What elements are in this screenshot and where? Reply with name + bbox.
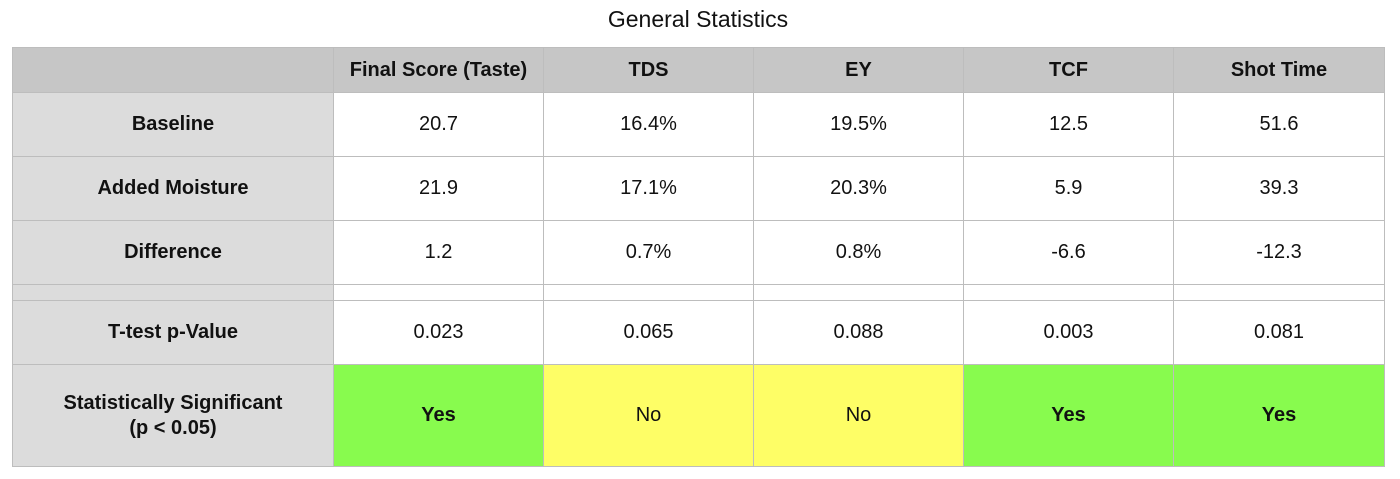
table-cell: 16.4%	[543, 92, 754, 157]
column-header-shot-time: Shot Time	[1173, 47, 1385, 93]
table-cell: 1.2	[333, 220, 544, 285]
row-header-baseline: Baseline	[12, 92, 334, 157]
table-cell: 17.1%	[543, 156, 754, 221]
row-header-added-moisture: Added Moisture	[12, 156, 334, 221]
table-row-difference: Difference 1.2 0.7% 0.8% -6.6 -12.3	[12, 220, 1385, 285]
table-row-significance: Statistically Significant (p < 0.05) Yes…	[12, 364, 1385, 467]
table-cell	[333, 284, 544, 301]
table-cell: 0.065	[543, 300, 754, 365]
table-row-t-test: T-test p-Value 0.023 0.065 0.088 0.003 0…	[12, 300, 1385, 365]
table-title: General Statistics	[607, 6, 789, 32]
table-row-baseline: Baseline 20.7 16.4% 19.5% 12.5 51.6	[12, 92, 1385, 157]
significance-cell: Yes	[963, 364, 1174, 467]
significance-cell: Yes	[1173, 364, 1385, 467]
significance-cell: No	[753, 364, 964, 467]
corner-cell	[12, 47, 334, 93]
row-header-t-test: T-test p-Value	[12, 300, 334, 365]
table-row-spacer	[12, 284, 1385, 301]
table-cell: 39.3	[1173, 156, 1385, 221]
significance-label: Statistically Significant	[63, 391, 283, 414]
table-cell: 0.7%	[543, 220, 754, 285]
table-cell: -12.3	[1173, 220, 1385, 285]
table-cell	[963, 284, 1174, 301]
table-cell: 0.003	[963, 300, 1174, 365]
column-header-tds: TDS	[543, 47, 754, 93]
table-cell: 21.9	[333, 156, 544, 221]
table-cell: 0.023	[333, 300, 544, 365]
column-header-final-score: Final Score (Taste)	[333, 47, 544, 93]
statistics-table: Final Score (Taste) TDS EY TCF Shot Time…	[12, 47, 1385, 467]
column-header-ey: EY	[753, 47, 964, 93]
row-header-significance: Statistically Significant (p < 0.05)	[12, 364, 334, 467]
significance-cell: Yes	[333, 364, 544, 467]
table-cell: -6.6	[963, 220, 1174, 285]
table-cell	[543, 284, 754, 301]
table-cell: 0.8%	[753, 220, 964, 285]
table-cell: 19.5%	[753, 92, 964, 157]
table-cell	[753, 284, 964, 301]
table-row-added-moisture: Added Moisture 21.9 17.1% 20.3% 5.9 39.3	[12, 156, 1385, 221]
table-cell: 20.3%	[753, 156, 964, 221]
table-cell: 0.088	[753, 300, 964, 365]
column-header-tcf: TCF	[963, 47, 1174, 93]
row-header-difference: Difference	[12, 220, 334, 285]
table-cell: 0.081	[1173, 300, 1385, 365]
row-header-spacer	[12, 284, 334, 301]
table-cell	[1173, 284, 1385, 301]
header-row: Final Score (Taste) TDS EY TCF Shot Time	[12, 47, 1385, 93]
table-cell: 5.9	[963, 156, 1174, 221]
table-cell: 20.7	[333, 92, 544, 157]
table-cell: 12.5	[963, 92, 1174, 157]
table-cell: 51.6	[1173, 92, 1385, 157]
significance-threshold: (p < 0.05)	[129, 416, 217, 439]
significance-cell: No	[543, 364, 754, 467]
